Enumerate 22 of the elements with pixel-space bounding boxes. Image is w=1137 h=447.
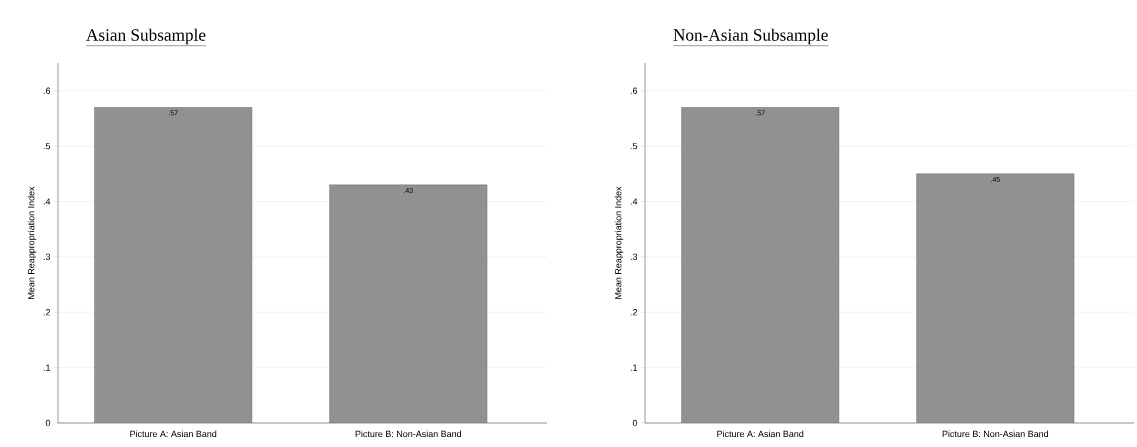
y-tick-label: .5 [43, 142, 51, 150]
chart-title: Asian Subsample [86, 28, 206, 45]
y-tick-label: .4 [43, 198, 51, 205]
y-axis-title: Mean Reappropriation Index [614, 186, 624, 299]
y-tick-label: .2 [630, 309, 638, 316]
y-tick-label: .3 [630, 253, 638, 261]
x-tick-label: Picture A: Asian Band [130, 430, 217, 438]
chart-title: Non-Asian Subsample [673, 28, 828, 45]
y-tick-label: .1 [630, 364, 638, 371]
y-tick-label: 0 [632, 419, 638, 427]
y-tick-label: .6 [43, 87, 51, 94]
y-tick-label: .6 [630, 87, 638, 94]
x-tick-label: Picture B: Non-Asian Band [355, 430, 462, 438]
x-tick-label: Picture A: Asian Band [717, 430, 804, 438]
y-tick-label: .5 [630, 142, 638, 150]
y-tick-label: .1 [43, 364, 51, 371]
y-tick-label: .2 [43, 309, 51, 316]
x-tick-label: Picture B: Non-Asian Band [942, 430, 1049, 438]
y-tick-label: 0 [45, 419, 51, 427]
y-tick-label: .3 [43, 253, 51, 261]
y-tick-label: .4 [630, 198, 638, 205]
y-axis-title: Mean Reappropriation Index [27, 186, 37, 299]
